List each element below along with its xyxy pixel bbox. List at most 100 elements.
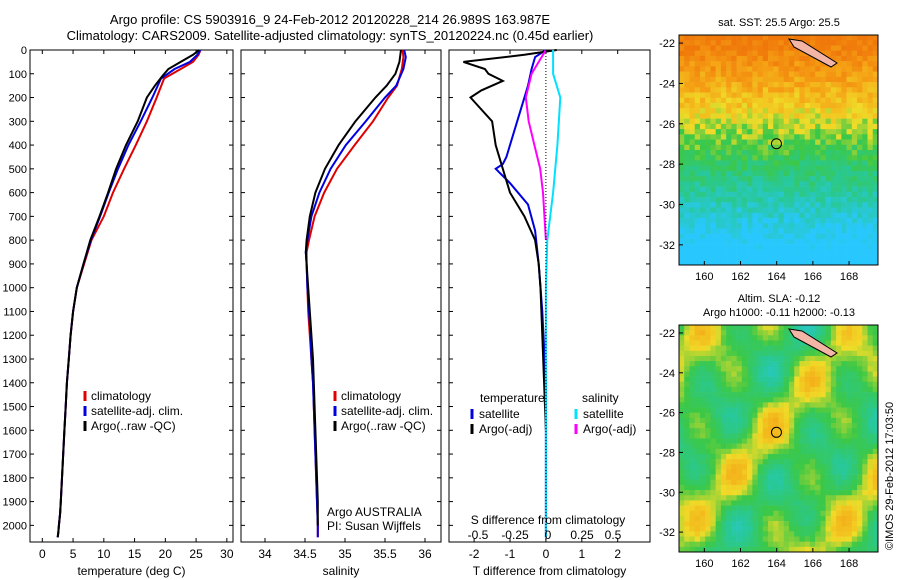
map-cell — [773, 330, 779, 336]
map-cell — [825, 423, 832, 429]
map-cell — [783, 217, 790, 224]
map-cell — [752, 376, 758, 383]
map-cell — [679, 469, 685, 475]
map-cell — [684, 254, 690, 261]
map-cell — [846, 92, 853, 99]
map-cell — [773, 176, 779, 182]
map-cell — [846, 536, 853, 542]
map-cell — [715, 350, 722, 357]
map-cell — [726, 144, 732, 151]
map-title-argo-h: Argo h1000: -0.11 h2000: -0.13 — [703, 307, 855, 319]
map-cell — [694, 82, 701, 88]
map-cell — [684, 176, 690, 182]
map-cell — [705, 495, 711, 501]
map-cell — [726, 490, 732, 496]
map-cell — [872, 217, 879, 224]
map-cell — [689, 464, 696, 470]
map-cell — [705, 381, 711, 388]
map-cell — [768, 325, 774, 331]
top-axis-label: S difference from climatology — [471, 513, 626, 527]
map-cell — [804, 155, 811, 161]
map-cell — [857, 417, 863, 424]
map-cell — [699, 97, 706, 104]
map-cell — [689, 170, 696, 177]
map-cell — [715, 238, 722, 245]
map-cell — [762, 397, 769, 403]
map-cell — [699, 536, 706, 542]
map-cell — [694, 345, 701, 352]
map-cell — [851, 521, 858, 527]
map-cell — [694, 254, 701, 261]
map-cell — [710, 150, 716, 156]
map-cell — [710, 459, 716, 465]
map-cell — [830, 102, 837, 109]
map-cell — [783, 340, 790, 346]
map-cell — [699, 238, 706, 245]
map-cell — [820, 123, 826, 130]
map-cell — [820, 160, 826, 166]
map-cell — [862, 335, 868, 341]
map-cell — [778, 459, 785, 465]
map-cell — [778, 61, 785, 67]
map-cell — [699, 228, 706, 234]
map-cell — [820, 108, 826, 114]
map-cell — [799, 428, 805, 434]
map-cell — [841, 536, 847, 542]
map-cell — [867, 254, 874, 261]
map-cell — [815, 129, 821, 135]
map-cell — [773, 407, 779, 414]
map-cell — [804, 71, 811, 78]
map-cell — [820, 479, 826, 486]
map-cell — [851, 479, 858, 486]
map-cell — [815, 118, 821, 125]
map-cell — [851, 438, 858, 444]
map-cell — [726, 361, 732, 367]
map-cell — [736, 355, 743, 362]
map-cell — [773, 428, 779, 434]
map-cell — [804, 123, 811, 130]
map-cell — [768, 87, 774, 93]
map-cell — [705, 536, 711, 542]
map-cell — [710, 118, 716, 125]
map-cell — [825, 102, 832, 109]
map-cell — [684, 55, 690, 62]
map-cell — [872, 350, 879, 357]
map-cell — [736, 330, 743, 336]
map-cell — [872, 123, 879, 130]
map-cell — [710, 355, 716, 362]
map-cell — [841, 191, 847, 198]
map-cell — [694, 443, 701, 450]
map-cell — [736, 397, 743, 403]
map-cell — [726, 459, 732, 465]
map-cell — [788, 170, 795, 177]
map-cell — [752, 510, 758, 517]
map-cell — [794, 392, 800, 398]
map-cell — [783, 402, 790, 408]
map-cell — [778, 249, 785, 255]
map-cell — [804, 355, 811, 362]
map-cell — [731, 340, 737, 346]
map-cell — [851, 139, 858, 146]
map-cell — [846, 139, 853, 146]
map-cell — [741, 238, 748, 245]
map-cell — [768, 402, 774, 408]
map-cell — [867, 459, 874, 465]
map-cell — [867, 87, 874, 93]
map-cell — [752, 191, 758, 198]
map-cell — [752, 531, 758, 537]
map-cell — [788, 139, 795, 146]
map-cell — [788, 376, 795, 383]
map-cell — [710, 515, 716, 522]
map-cell — [747, 228, 753, 234]
map-cell — [684, 402, 690, 408]
map-cell — [804, 459, 811, 465]
map-cell — [741, 50, 748, 57]
map-cell — [851, 217, 858, 224]
map-cell — [846, 202, 853, 208]
map-cell — [815, 325, 821, 331]
map-cell — [862, 87, 868, 93]
map-cell — [783, 376, 790, 383]
map-cell — [715, 464, 722, 470]
map-cell — [736, 412, 743, 419]
map-cell — [783, 438, 790, 444]
